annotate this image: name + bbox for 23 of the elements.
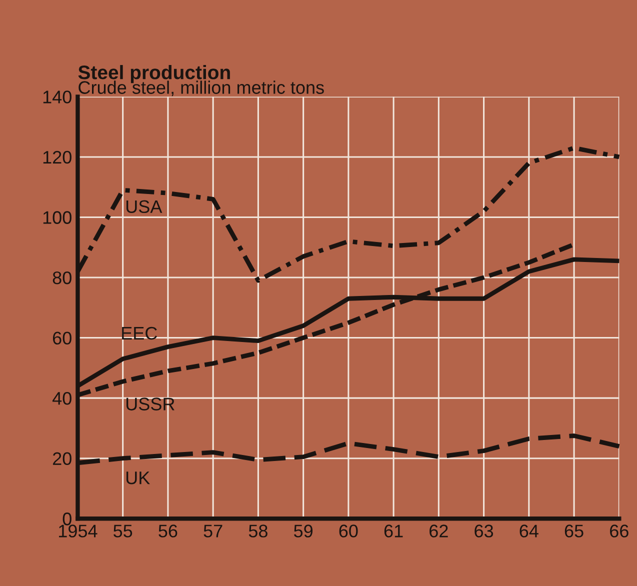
y-tick-label: 120 (43, 150, 72, 164)
x-tick-label: 66 (610, 524, 628, 538)
x-tick-label: 64 (520, 524, 538, 538)
y-tick-label: 20 (52, 452, 72, 466)
x-tick-label: 62 (430, 524, 448, 538)
x-tick-label: 58 (248, 524, 268, 538)
x-tick-label: 57 (204, 524, 222, 538)
x-tick-label: 55 (114, 524, 132, 538)
x-tick-label: 59 (294, 524, 313, 538)
x-tick-label: 56 (158, 524, 178, 538)
series-label: USA (126, 200, 162, 214)
y-tick-label: 80 (52, 271, 72, 284)
x-tick-label: 65 (564, 524, 584, 538)
y-tick-label: 100 (43, 211, 72, 224)
x-tick-label: 61 (384, 524, 403, 538)
y-tick-label: 140 (43, 90, 72, 104)
y-tick-label: 0 (62, 512, 72, 526)
x-tick-label: 1954 (59, 524, 98, 538)
y-tick-label: 60 (52, 332, 72, 345)
series-label: UK (126, 472, 150, 484)
x-tick-label: 63 (474, 524, 494, 538)
y-tick-label: 40 (52, 392, 72, 405)
x-tick-label: 60 (339, 524, 358, 538)
